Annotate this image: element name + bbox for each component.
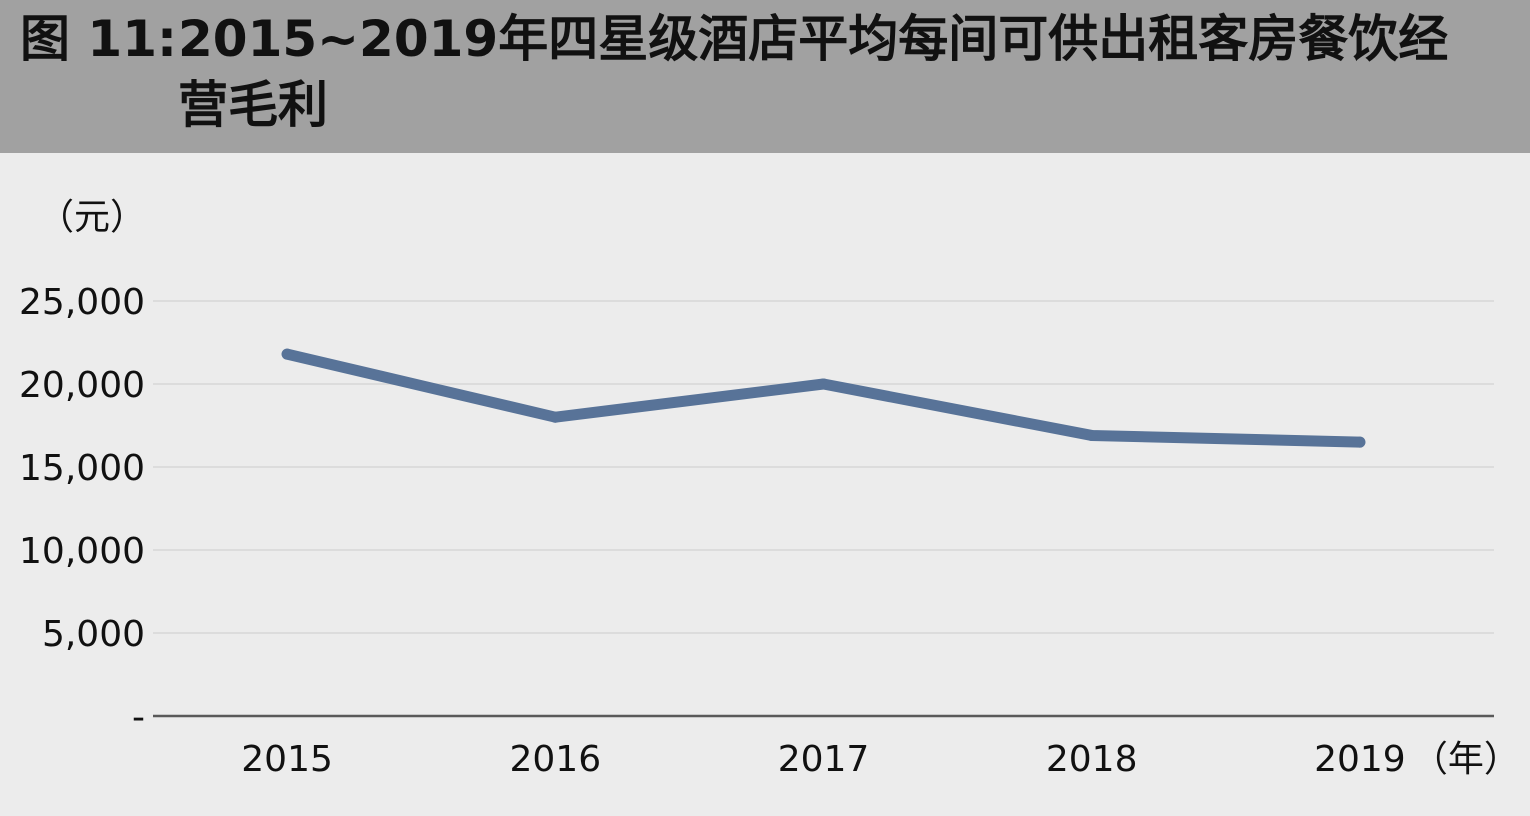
line-chart: - 5,000 10,000 15,000 20,000 25,000 （元） 2015 201… [19,197,1520,780]
y-tick-label: 15,000 [19,448,145,489]
y-tick-label: 20,000 [19,365,145,406]
x-axis-label: （年） [1412,739,1520,780]
y-tick-label: - [132,697,145,738]
series-layer [281,348,1366,448]
gridlines [153,300,1494,634]
data-point [1086,429,1098,441]
y-tick-label: 5,000 [42,614,145,655]
series-line [281,348,1366,448]
data-point [549,411,561,423]
x-tick-label: 2015 [241,739,333,780]
x-tick-label: 2017 [778,739,870,780]
figure-header: 图 11: 2015~2019年四星级酒店平均每间可供出租客房餐饮经营毛利 [0,0,1530,153]
axis-labels: - 5,000 10,000 15,000 20,000 25,000 （元） 2015 201… [19,197,1520,780]
chart-title: 2015~2019年四星级酒店平均每间可供出租客房餐饮经营毛利 [178,10,1449,134]
x-tick-label: 2019 [1314,739,1406,780]
y-tick-label: 10,000 [19,531,145,572]
chart-area: - 5,000 10,000 15,000 20,000 25,000 （元） 2015 201… [0,153,1530,812]
data-point [1354,436,1366,448]
figure-label: 图 11: [20,10,177,68]
data-point [281,348,293,360]
x-tick-label: 2018 [1046,739,1138,780]
data-point [818,378,829,390]
y-axis-label: （元） [38,197,146,238]
y-tick-label: 25,000 [19,282,145,323]
x-tick-label: 2016 [509,739,601,780]
